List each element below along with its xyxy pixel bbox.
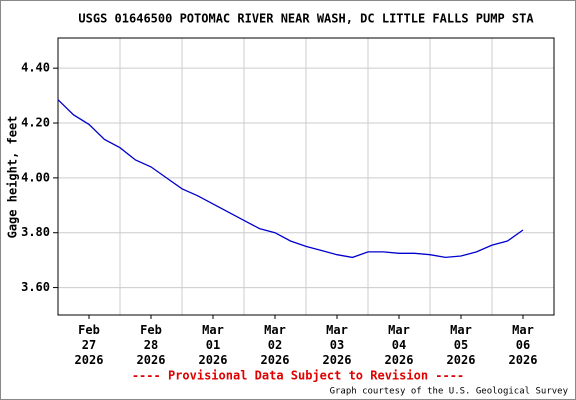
x-tick-label-part: 2026 [385,353,414,367]
x-tick-label: Feb 27 2026 [75,323,104,367]
x-tick-label-part: 27 [82,338,96,352]
x-tick-label-part: 28 [144,338,158,352]
credit: Graph courtesy of the U.S. Geological Su… [330,387,569,397]
x-tick-label-part: 2026 [509,353,538,367]
y-tick-label: 4.40 [21,61,50,75]
x-tick-label-part: Mar [450,323,472,337]
plot-border [57,37,555,316]
x-tick-label-part: 05 [454,338,468,352]
x-tick-label: Mar 04 2026 [385,323,414,367]
x-tick-label-part: 2026 [75,353,104,367]
x-tick-label: Mar 01 2026 [199,323,228,367]
x-tick-label-part: 2026 [137,353,166,367]
x-tick-label-part: 2026 [261,353,290,367]
x-tick-label-part: 03 [330,338,344,352]
x-tick-label-part: Mar [388,323,410,337]
y-tick-label: 3.60 [21,280,50,294]
y-tick-label: 4.20 [21,116,50,130]
x-tick-label: Feb 28 2026 [137,323,166,367]
chart-title: USGS 01646500 POTOMAC RIVER NEAR WASH, D… [78,12,534,26]
x-tick-label-part: Feb [140,323,162,337]
footer-note: ---- Provisional Data Subject to Revisio… [132,369,464,383]
x-tick-label-part: 06 [516,338,530,352]
x-tick-label: Mar 05 2026 [447,323,476,367]
x-tick-label-part: 2026 [323,353,352,367]
x-tick-label-part: 2026 [199,353,228,367]
x-tick-label: Mar 06 2026 [509,323,538,367]
x-tick-label-part: Mar [512,323,534,337]
y-tick-label: 3.80 [21,225,50,239]
x-tick-label-part: Mar [326,323,348,337]
y-axis-label: Gage height, feet [6,116,20,239]
x-tick-label-part: 01 [206,338,220,352]
y-tick-label: 4.00 [21,170,50,184]
data-line [57,99,524,259]
x-tick-label: Mar 02 2026 [261,323,290,367]
x-tick-label-part: 2026 [447,353,476,367]
x-tick-label-part: Mar [202,323,224,337]
x-tick-label: Mar 03 2026 [323,323,352,367]
x-tick-label-part: Feb [78,323,100,337]
x-tick-label-part: 02 [268,338,282,352]
x-tick-label-part: 04 [392,338,406,352]
x-tick-label-part: Mar [264,323,286,337]
